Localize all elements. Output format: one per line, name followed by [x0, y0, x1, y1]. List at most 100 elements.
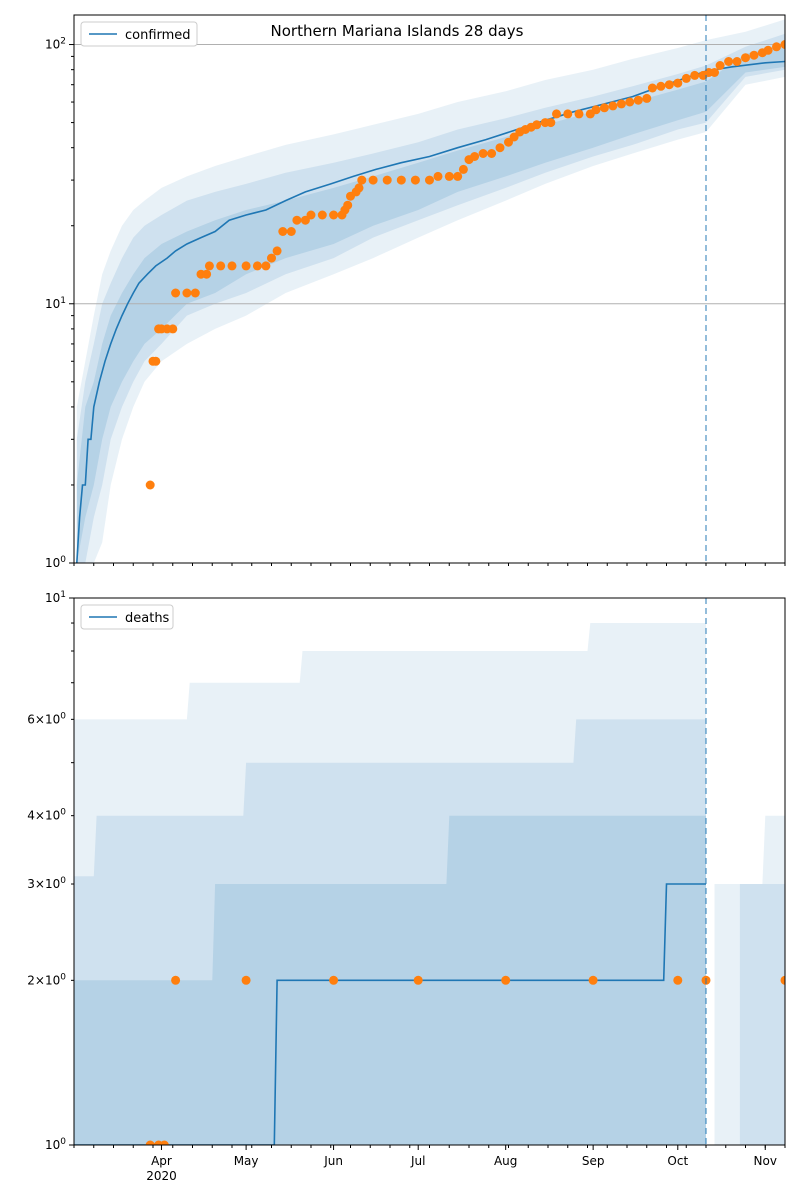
observed-point — [190, 288, 200, 298]
y-axis: 100 2×100 3×100 4×100 6×100 101 — [27, 590, 74, 1152]
observed-point — [410, 175, 420, 185]
x-tick-label: Apr — [151, 1154, 172, 1168]
observed-point — [267, 253, 276, 263]
observed-point — [216, 261, 226, 271]
observed-point — [591, 105, 601, 115]
uncertainty-band-outer — [76, 19, 785, 563]
confirmed-panel: 100 101 102 confirmed — [45, 14, 786, 570]
observed-point — [168, 324, 178, 334]
observed-point — [368, 175, 378, 185]
x-tick-label: Jul — [410, 1154, 425, 1168]
observed-point — [647, 83, 657, 93]
observed-point — [625, 97, 635, 107]
x-tick-label: Oct — [667, 1154, 688, 1168]
observed-point — [552, 109, 561, 119]
observed-point — [574, 109, 584, 119]
observed-point — [458, 164, 468, 174]
observed-point — [425, 175, 434, 185]
observed-point — [292, 215, 302, 225]
observed-point — [317, 210, 327, 220]
observed-point — [204, 261, 214, 271]
y-tick-label: 4×100 — [27, 808, 66, 823]
observed-point — [664, 80, 674, 90]
observed-point — [616, 99, 626, 109]
observed-point — [763, 45, 773, 55]
observed-point — [501, 975, 511, 985]
legend-label: confirmed — [125, 28, 191, 43]
observed-point — [444, 171, 454, 181]
observed-point — [145, 1140, 155, 1145]
uncertainty-band-middle-after — [739, 884, 785, 1145]
observed-point — [433, 171, 443, 181]
observed-point — [272, 246, 282, 256]
observed-point — [329, 975, 339, 985]
observed-point — [171, 975, 181, 985]
observed-point — [633, 95, 643, 105]
chart-title: Northern Mariana Islands 28 days — [271, 22, 524, 40]
observed-point — [261, 261, 271, 271]
observed-point — [588, 975, 598, 985]
observed-point — [710, 68, 719, 77]
observed-point — [241, 261, 251, 271]
observed-point — [599, 103, 609, 113]
observed-point — [780, 975, 785, 985]
observed-point — [286, 227, 296, 236]
series-line-deaths — [74, 883, 706, 1145]
legend: deaths — [80, 604, 174, 630]
observed-point — [357, 175, 367, 185]
observed-point — [487, 149, 497, 158]
observed-point — [749, 50, 759, 60]
legend-label: deaths — [125, 611, 170, 626]
x-axis — [73, 563, 786, 566]
observed-point — [673, 78, 683, 88]
observed-point — [159, 1140, 169, 1145]
y-tick-label: 100 — [45, 555, 66, 570]
observed-point — [396, 175, 406, 185]
uncertainty-band-outer-after — [714, 815, 785, 1145]
observed-point — [732, 57, 742, 66]
observed-point — [724, 57, 734, 66]
y-axis: 100 101 102 — [45, 37, 74, 570]
observed-points — [145, 40, 785, 490]
observed-point — [171, 288, 181, 298]
observed-point — [470, 152, 480, 161]
uncertainty-band-middle — [74, 719, 706, 1145]
observed-point — [681, 73, 691, 83]
x-tick-label: Nov — [754, 1154, 777, 1168]
observed-point — [241, 975, 251, 985]
observed-point — [690, 70, 700, 80]
x-tick-label: Aug — [494, 1154, 517, 1168]
observed-point — [354, 183, 364, 193]
observed-point — [227, 261, 237, 271]
observed-point — [413, 975, 423, 985]
x-tick-label: Sep — [582, 1154, 605, 1168]
observed-point — [252, 261, 262, 271]
observed-point — [151, 356, 161, 366]
observed-point — [772, 42, 781, 52]
observed-point — [306, 210, 316, 220]
observed-point — [780, 40, 785, 49]
observed-point — [608, 101, 618, 111]
observed-point — [642, 93, 652, 103]
observed-points — [145, 975, 785, 1145]
x-tick-label: Jun — [323, 1154, 343, 1168]
y-tick-label: 102 — [45, 37, 66, 52]
observed-point — [202, 269, 212, 279]
legend: confirmed — [80, 21, 198, 47]
observed-point — [532, 120, 542, 130]
observed-point — [715, 61, 725, 70]
observed-point — [343, 200, 353, 210]
observed-point — [673, 975, 683, 985]
observed-point — [546, 118, 556, 128]
uncertainty-band-inner — [76, 44, 785, 563]
y-tick-label: 101 — [45, 590, 66, 605]
uncertainty-band-middle — [76, 33, 785, 563]
y-tick-label: 2×100 — [27, 972, 66, 987]
observed-point — [741, 53, 750, 63]
observed-point — [329, 210, 339, 220]
observed-point — [145, 480, 155, 490]
y-tick-label: 3×100 — [27, 876, 66, 891]
observed-point — [453, 171, 463, 181]
